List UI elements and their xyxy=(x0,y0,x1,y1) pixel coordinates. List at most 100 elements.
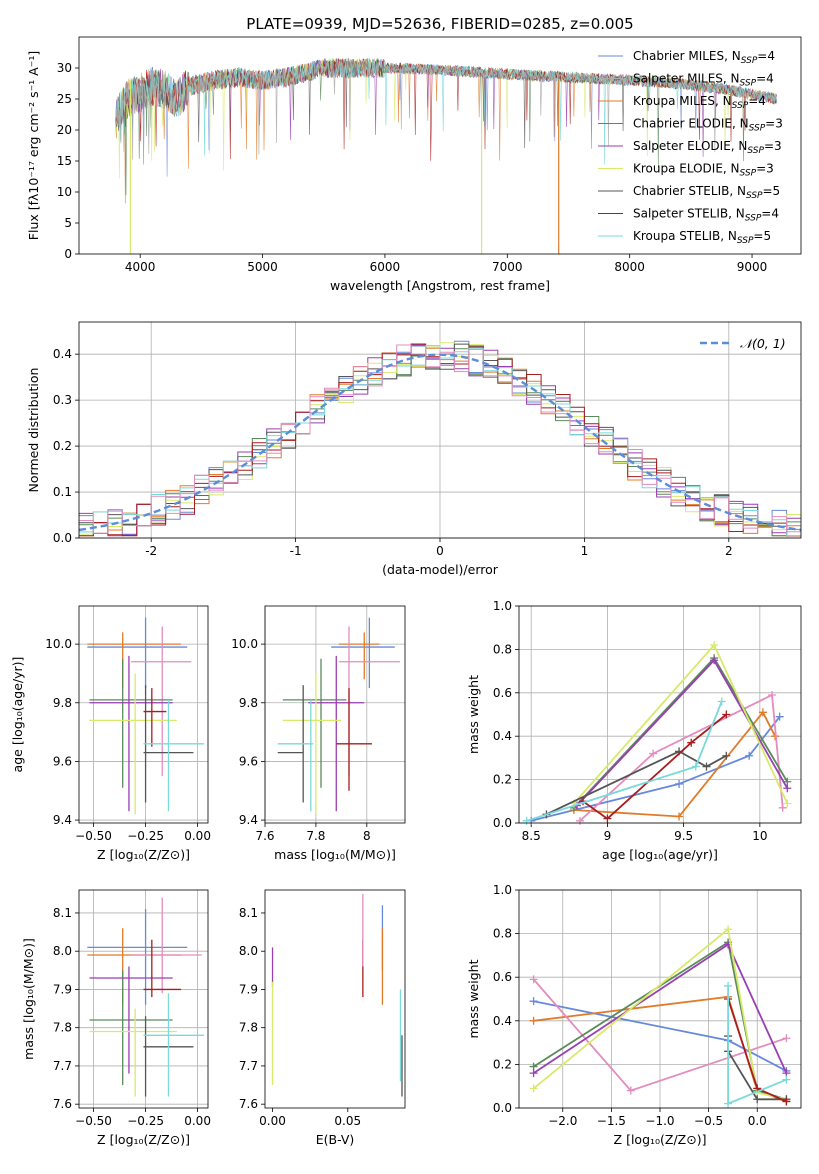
legend-label-part: Kroupa MILES, N xyxy=(633,94,732,108)
legend-label-sub: SSP xyxy=(747,146,764,156)
spectrum-panel: 4000 5000 6000 7000 8000 9000 0 5 10 15 20 25 30 wave… xyxy=(26,36,802,293)
y-tick-label: 7.6 xyxy=(53,1097,72,1111)
x-tick-label: −1.0 xyxy=(645,1114,674,1128)
x-tick-label: -2 xyxy=(145,544,157,558)
y-tick-label: 9.8 xyxy=(239,696,258,710)
legend-label-part: Chabrier ELODIE, N xyxy=(633,117,749,131)
legend-label-part: =4 xyxy=(757,49,775,63)
y-tick-label: 7.7 xyxy=(53,1059,72,1073)
plus-marker xyxy=(529,1069,538,1078)
y-tick-label: 0.3 xyxy=(53,393,72,407)
y-tick-label: 8.0 xyxy=(239,944,258,958)
legend-label-part: Chabrier MILES, N xyxy=(633,49,741,63)
legend-label: Salpeter MILES, NSSP=4 xyxy=(633,72,774,89)
x-tick-label: −0.25 xyxy=(127,829,164,843)
plus-marker xyxy=(702,762,711,771)
y-tick-label: 7.7 xyxy=(239,1059,258,1073)
x-tick-label: 8.5 xyxy=(522,829,541,843)
age-vs-metallicity-panel: −0.50 −0.25 0.00 9.4 9.6 9.8 10.0 Z [log₁₀(Z/Z⊙… xyxy=(10,605,211,862)
y-tick-label: 0.1 xyxy=(53,485,72,499)
legend-label-sub: SSP xyxy=(745,214,762,224)
x-tick-label: −0.50 xyxy=(75,829,112,843)
axes-frame xyxy=(264,889,406,1109)
figure-title: PLATE=0939, MJD=52636, FIBERID=0285, z=0… xyxy=(246,15,633,33)
axes-frame xyxy=(78,36,802,255)
legend-label-part: Kroupa STELIB, N xyxy=(633,229,737,243)
x-tick-label: −0.25 xyxy=(127,1114,164,1128)
axes-frame xyxy=(518,605,802,824)
plus-marker xyxy=(575,816,584,825)
y-tick-label: 0.0 xyxy=(53,531,72,545)
weight-line-cm xyxy=(530,716,781,822)
axes-frame xyxy=(264,605,406,824)
y-tick-label: 7.6 xyxy=(239,1097,258,1111)
y-tick-label: 7.9 xyxy=(239,982,258,996)
x-axis-label: Z [log₁₀(Z/Z⊙)] xyxy=(97,847,190,862)
legend-label: Kroupa ELODIE, NSSP=3 xyxy=(633,162,774,179)
x-tick-label: −1.5 xyxy=(597,1114,626,1128)
y-tick-label: 7.9 xyxy=(53,982,72,996)
y-tick-label: 9.4 xyxy=(53,813,72,827)
legend-label: Salpeter ELODIE, NSSP=3 xyxy=(633,139,782,156)
axes-frame xyxy=(78,321,802,539)
x-tick-label: 0.00 xyxy=(184,829,211,843)
y-tick-label: 0 xyxy=(64,247,72,261)
y-tick-label: 7.8 xyxy=(53,1021,72,1035)
plus-marker xyxy=(722,751,731,760)
plus-marker xyxy=(782,1097,791,1106)
plus-marker xyxy=(675,779,684,788)
plus-marker xyxy=(626,1086,635,1095)
spectrum-line-sm xyxy=(115,57,777,160)
legend-label-part: Salpeter STELIB, N xyxy=(633,207,745,221)
y-tick-label: 0.2 xyxy=(493,1057,512,1071)
x-tick-label: 9 xyxy=(604,829,612,843)
y-tick-label: 9.6 xyxy=(239,754,258,768)
y-tick-label: 8.1 xyxy=(53,906,72,920)
legend-label-sub: SSP xyxy=(732,101,749,111)
x-tick-label: 0.00 xyxy=(259,1114,286,1128)
legend-label-part: =4 xyxy=(748,94,766,108)
plus-marker xyxy=(717,697,726,706)
plus-marker xyxy=(710,656,719,665)
plus-marker xyxy=(778,803,787,812)
legend-label-sub: SSP xyxy=(749,124,766,134)
y-tick-label: 10.0 xyxy=(231,637,258,651)
plus-marker xyxy=(691,762,700,771)
x-tick-label: 0.00 xyxy=(184,1114,211,1128)
legend-label-part: =4 xyxy=(761,207,779,221)
legend-label-sub: SSP xyxy=(737,236,754,246)
y-tick-label: 10 xyxy=(57,185,72,199)
x-tick-label: 8 xyxy=(363,829,371,843)
axes-frame xyxy=(518,889,802,1109)
y-tick-label: 0.2 xyxy=(493,773,512,787)
legend-label-part: =3 xyxy=(756,162,774,176)
y-tick-label: 0.6 xyxy=(493,686,512,700)
legend-label: Salpeter STELIB, NSSP=4 xyxy=(633,207,779,224)
y-tick-label: 0.0 xyxy=(493,816,512,830)
x-tick-label: -1 xyxy=(290,544,302,558)
axes-frame xyxy=(78,605,209,824)
y-tick-label: 8.0 xyxy=(53,944,72,958)
x-tick-label: 5000 xyxy=(247,260,278,274)
legend-label-part: =3 xyxy=(764,139,782,153)
y-tick-label: 0.8 xyxy=(493,927,512,941)
plus-marker xyxy=(782,1075,791,1084)
plus-marker xyxy=(753,1095,762,1104)
weight-line-cs xyxy=(546,750,727,816)
y-tick-label: 0.4 xyxy=(53,347,72,361)
x-tick-label: 10 xyxy=(752,829,767,843)
y-tick-label: 7.8 xyxy=(239,1021,258,1035)
y-tick-label: 1.0 xyxy=(493,599,512,613)
plus-marker xyxy=(687,738,696,747)
x-tick-label: 0.05 xyxy=(334,1114,361,1128)
x-tick-label: 0 xyxy=(436,544,444,558)
y-tick-label: 5 xyxy=(64,216,72,230)
legend-label-part: =5 xyxy=(753,229,771,243)
y-axis-label: mass weight xyxy=(466,959,481,1038)
x-tick-label: 9.5 xyxy=(674,829,693,843)
x-tick-label: 6000 xyxy=(370,260,401,274)
legend-label-sub: SSP xyxy=(740,169,757,179)
x-tick-label: 7.6 xyxy=(255,829,274,843)
plus-marker xyxy=(529,1084,538,1093)
